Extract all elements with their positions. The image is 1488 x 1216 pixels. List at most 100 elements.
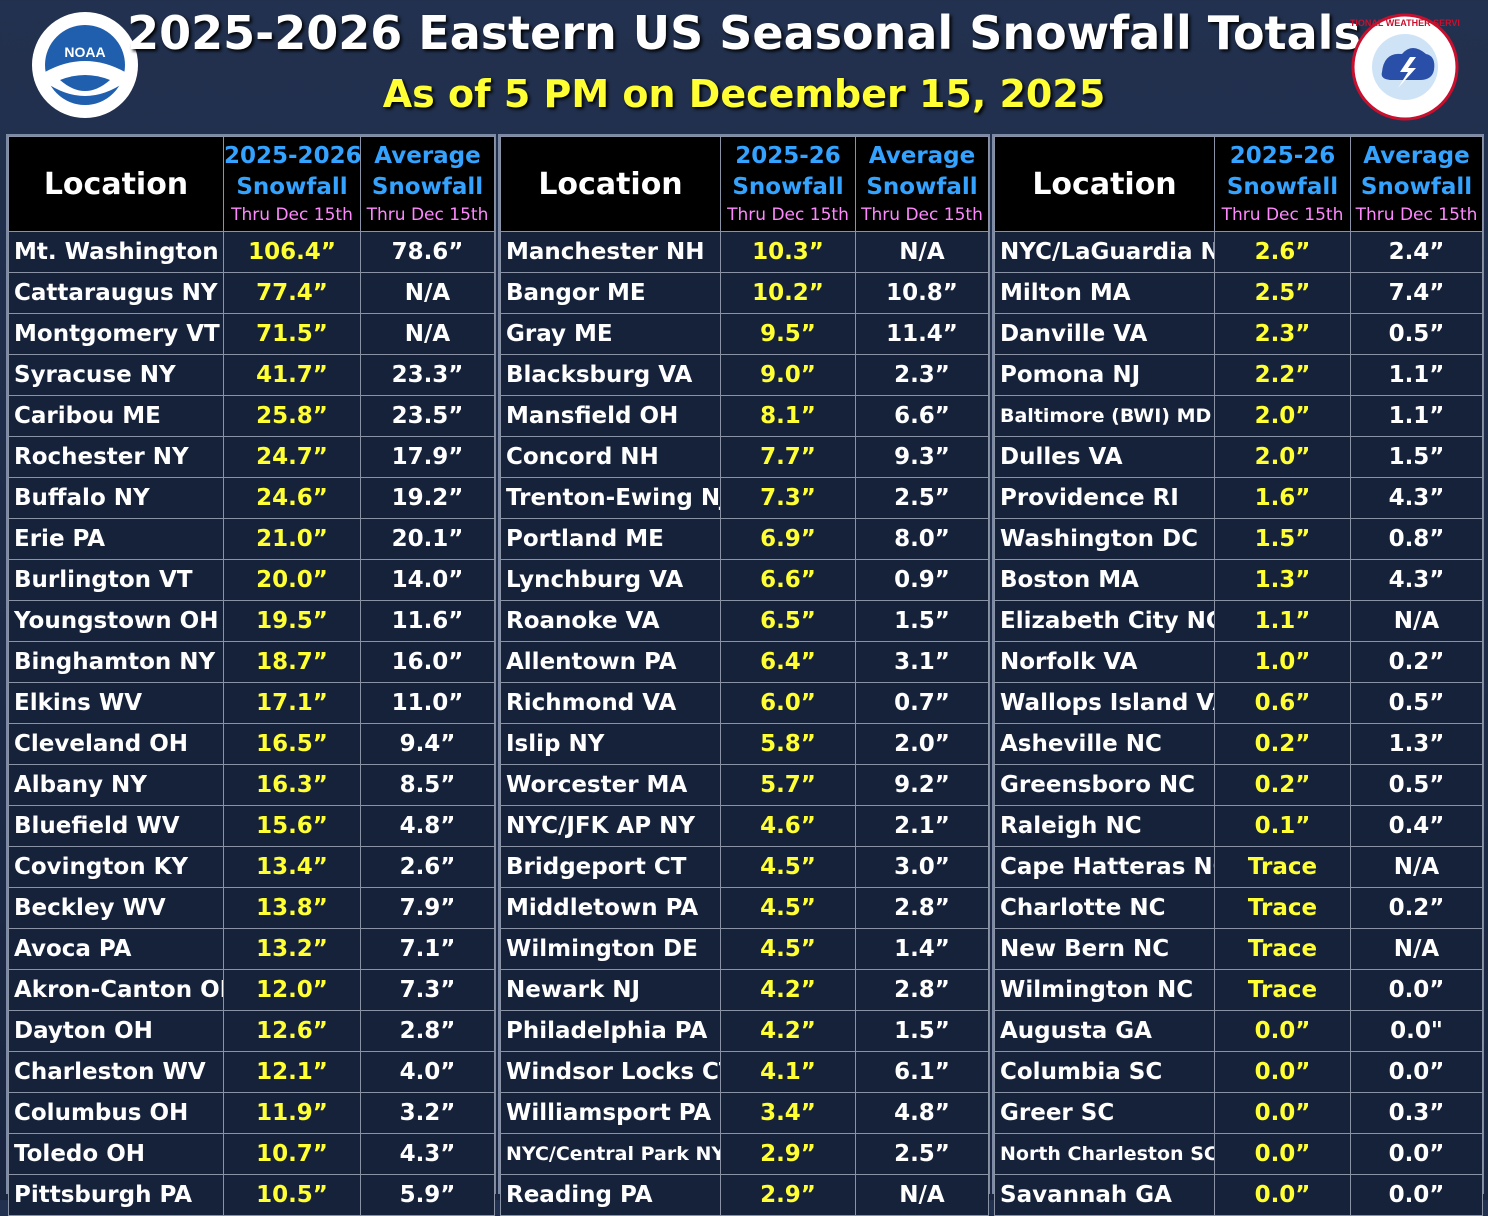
- location-cell: Buffalo NY: [8, 477, 224, 519]
- location-cell: Windsor Locks CT: [500, 1051, 721, 1093]
- location-cell: Middletown PA: [500, 887, 721, 929]
- average-cell: 23.3”: [360, 354, 495, 396]
- location-cell: Columbus OH: [8, 1092, 224, 1134]
- average-cell: 1.1”: [1350, 395, 1483, 437]
- average-cell: 0.2”: [1350, 887, 1483, 929]
- table-row: Milton MA 2.5” 7.4”: [994, 272, 1483, 314]
- snowfall-cell: 9.5”: [720, 313, 856, 355]
- table-row: Worcester MA 5.7” 9.2”: [500, 764, 989, 806]
- snowfall-cell: 6.6”: [720, 559, 856, 601]
- location-cell: NYC/Central Park NY: [500, 1133, 721, 1175]
- table-row: Washington DC 1.5” 0.8”: [994, 518, 1483, 560]
- snowfall-cell: 12.0”: [223, 969, 361, 1011]
- average-header: Average Snowfall Thru Dec 15th: [1350, 136, 1483, 232]
- table-row: Charlotte NC Trace 0.2”: [994, 887, 1483, 929]
- table-row: Toledo OH 10.7” 4.3”: [8, 1133, 495, 1175]
- snowfall-header: 2025-26 Snowfall Thru Dec 15th: [1214, 136, 1351, 232]
- average-cell: 1.5”: [855, 600, 989, 642]
- location-cell: Albany NY: [8, 764, 224, 806]
- average-cell: 2.6”: [360, 846, 495, 888]
- average-cell: 0.5”: [1350, 313, 1483, 355]
- table-row: Caribou ME 25.8” 23.5”: [8, 395, 495, 437]
- snowfall-cell: 21.0”: [223, 518, 361, 560]
- average-cell: 0.5”: [1350, 764, 1483, 806]
- average-cell: 9.3”: [855, 436, 989, 478]
- location-header: Location: [500, 136, 721, 232]
- location-cell: Mt. Washington NH: [8, 231, 224, 273]
- table-panel-3: Location 2025-26 Snowfall Thru Dec 15th …: [992, 134, 1484, 1216]
- location-cell: Wilmington NC: [994, 969, 1215, 1011]
- table-row: Erie PA 21.0” 20.1”: [8, 518, 495, 560]
- location-cell: Beckley WV: [8, 887, 224, 929]
- location-cell: Pomona NJ: [994, 354, 1215, 396]
- location-cell: Charleston WV: [8, 1051, 224, 1093]
- table-row: Manchester NH 10.3” N/A: [500, 231, 989, 273]
- location-cell: Newark NJ: [500, 969, 721, 1011]
- average-cell: 2.8”: [360, 1010, 495, 1052]
- average-cell: 1.3”: [1350, 723, 1483, 765]
- table-row: Windsor Locks CT 4.1” 6.1”: [500, 1051, 989, 1093]
- table-row: Newark NJ 4.2” 2.8”: [500, 969, 989, 1011]
- snowfall-cell: 12.1”: [223, 1051, 361, 1093]
- location-cell: Bangor ME: [500, 272, 721, 314]
- snowfall-cell: 24.6”: [223, 477, 361, 519]
- snowfall-cell: Trace: [1214, 846, 1351, 888]
- average-cell: 0.0”: [1350, 1051, 1483, 1093]
- snowfall-header: 2025-26 Snowfall Thru Dec 15th: [720, 136, 856, 232]
- location-cell: Portland ME: [500, 518, 721, 560]
- average-cell: N/A: [360, 313, 495, 355]
- average-cell: 2.8”: [855, 969, 989, 1011]
- location-cell: Mansfield OH: [500, 395, 721, 437]
- average-cell: 2.4”: [1350, 231, 1483, 273]
- snowfall-cell: 7.7”: [720, 436, 856, 478]
- table-row: Buffalo NY 24.6” 19.2”: [8, 477, 495, 519]
- location-cell: Syracuse NY: [8, 354, 224, 396]
- location-cell: Toledo OH: [8, 1133, 224, 1175]
- location-cell: Norfolk VA: [994, 641, 1215, 683]
- snowfall-cell: 2.0”: [1214, 436, 1351, 478]
- average-cell: 11.0”: [360, 682, 495, 724]
- table-row: Raleigh NC 0.1” 0.4”: [994, 805, 1483, 847]
- snowfall-cell: 0.0”: [1214, 1051, 1351, 1093]
- snowfall-cell: 106.4”: [223, 231, 361, 273]
- table-row: Williamsport PA 3.4” 4.8”: [500, 1092, 989, 1134]
- snowfall-cell: 10.5”: [223, 1174, 361, 1216]
- table-row: Blacksburg VA 9.0” 2.3”: [500, 354, 989, 396]
- location-cell: New Bern NC: [994, 928, 1215, 970]
- average-cell: 0.0”: [1350, 969, 1483, 1011]
- average-cell: 1.5”: [1350, 436, 1483, 478]
- location-cell: North Charleston SC: [994, 1133, 1215, 1175]
- average-cell: 4.3”: [1350, 477, 1483, 519]
- table-row: Pomona NJ 2.2” 1.1”: [994, 354, 1483, 396]
- table-row: Bangor ME 10.2” 10.8”: [500, 272, 989, 314]
- average-cell: 2.5”: [855, 477, 989, 519]
- snowfall-cell: 0.1”: [1214, 805, 1351, 847]
- snowfall-cell: 0.2”: [1214, 764, 1351, 806]
- snowfall-cell: 1.1”: [1214, 600, 1351, 642]
- location-cell: NYC/LaGuardia NY: [994, 231, 1215, 273]
- average-cell: 6.6”: [855, 395, 989, 437]
- snowfall-cell: 2.9”: [720, 1174, 856, 1216]
- average-cell: 19.2”: [360, 477, 495, 519]
- average-cell: 8.5”: [360, 764, 495, 806]
- location-cell: Montgomery VT: [8, 313, 224, 355]
- snowfall-cell: 71.5”: [223, 313, 361, 355]
- table-row: Boston MA 1.3” 4.3”: [994, 559, 1483, 601]
- average-cell: 0.9”: [855, 559, 989, 601]
- location-cell: Dayton OH: [8, 1010, 224, 1052]
- location-cell: Wallops Island VA: [994, 682, 1215, 724]
- snowfall-cell: 15.6”: [223, 805, 361, 847]
- snowfall-cell: 7.3”: [720, 477, 856, 519]
- average-cell: 0.8”: [1350, 518, 1483, 560]
- average-cell: 8.0”: [855, 518, 989, 560]
- snowfall-cell: 4.6”: [720, 805, 856, 847]
- average-cell: N/A: [1350, 846, 1483, 888]
- location-cell: Cleveland OH: [8, 723, 224, 765]
- average-cell: 0.5”: [1350, 682, 1483, 724]
- location-cell: Augusta GA: [994, 1010, 1215, 1052]
- location-cell: Bridgeport CT: [500, 846, 721, 888]
- table-row: Asheville NC 0.2” 1.3”: [994, 723, 1483, 765]
- table-row: Rochester NY 24.7” 17.9”: [8, 436, 495, 478]
- table-row: Mansfield OH 8.1” 6.6”: [500, 395, 989, 437]
- snowfall-cell: 2.9”: [720, 1133, 856, 1175]
